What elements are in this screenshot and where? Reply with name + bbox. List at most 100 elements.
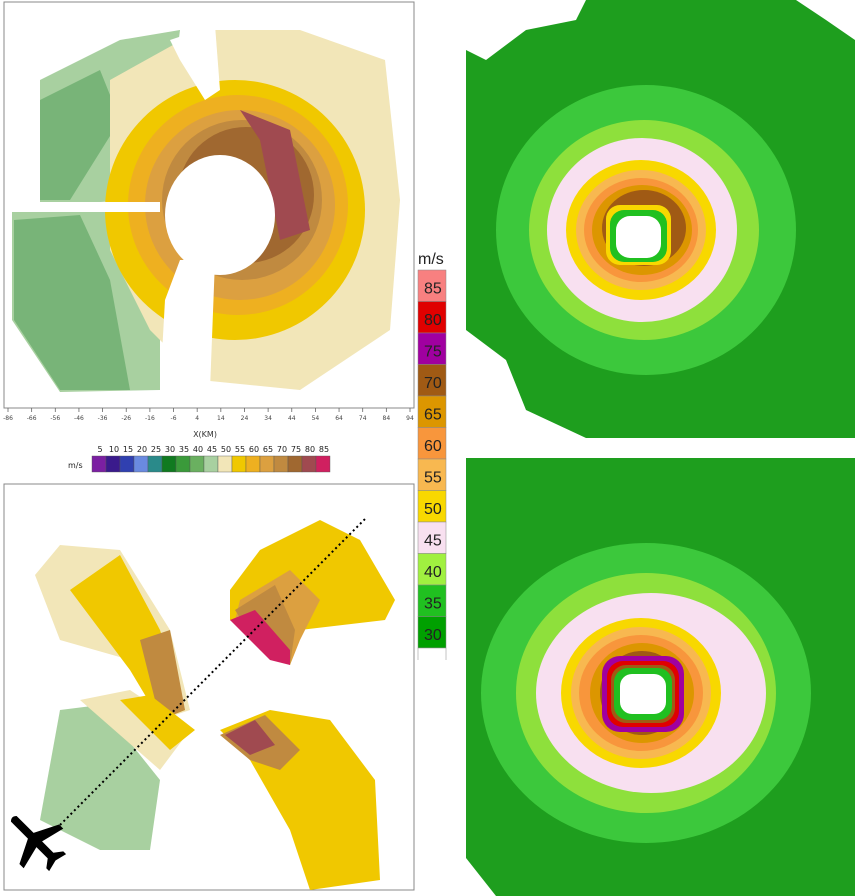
top-right-panel — [466, 0, 855, 438]
tl-gap-top — [170, 25, 220, 100]
small-colorbar: 5 10 15 20 25 30 35 40 45 50 55 60 65 70 75 80 85 — [91, 445, 331, 473]
tl-max-patch — [240, 110, 310, 240]
bl-lobe-se-max — [225, 720, 275, 755]
tl-x-tick-label: -46 — [74, 415, 84, 422]
tl-x-tick-label: -56 — [50, 415, 60, 422]
big-colorbar-swatch — [417, 395, 447, 428]
tl-x-axis-title: X(KM) — [193, 430, 217, 439]
tr-eye — [616, 216, 661, 258]
big-colorbar-swatch — [417, 616, 447, 649]
big-colorbar-label: 65 — [424, 407, 442, 424]
big-colorbar-label: 30 — [424, 627, 442, 644]
top-left-panel: -86 -66 -56 -46 -36 -26 -16 -6 4 14 24 34 44 54 64 74 84… — [0, 0, 420, 480]
tl-eye — [165, 155, 275, 275]
tl-x-tick-label: 54 — [312, 415, 320, 422]
tl-x-tick-label: 74 — [359, 415, 367, 422]
bl-lobe-sw-tan — [80, 690, 190, 770]
small-colorbar-label: 50 — [221, 445, 231, 454]
small-colorbar-swatch — [105, 455, 121, 473]
small-colorbar-label: 65 — [263, 445, 273, 454]
small-colorbar-swatch — [189, 455, 205, 473]
big-colorbar-label: 85 — [424, 281, 442, 298]
bottom-right-panel — [466, 458, 855, 896]
small-colorbar-swatch — [301, 455, 317, 473]
small-colorbar-label: 45 — [207, 445, 217, 454]
br-eye — [620, 674, 666, 714]
small-colorbar-label: 55 — [235, 445, 245, 454]
tl-gap-horizontal — [10, 202, 160, 212]
small-colorbar-label: 75 — [291, 445, 301, 454]
bottom-left-panel — [0, 480, 420, 896]
bl-lobe-ne-max — [230, 610, 290, 665]
big-colorbar-label: 50 — [424, 501, 442, 518]
tl-x-tick-label: -36 — [98, 415, 108, 422]
big-colorbar-label: 45 — [424, 533, 442, 550]
big-colorbar-label: 35 — [424, 596, 442, 613]
small-colorbar-swatch — [273, 455, 289, 473]
tl-x-tick-label: 84 — [383, 415, 391, 422]
small-colorbar-label: 40 — [193, 445, 203, 454]
small-colorbar-swatch — [287, 455, 303, 473]
small-colorbar-label: 70 — [277, 445, 287, 454]
small-colorbar-label: 30 — [165, 445, 175, 454]
big-colorbar-swatch — [417, 458, 447, 491]
tl-x-tick-label: -86 — [3, 415, 13, 422]
top-left-plot: -86 -66 -56 -46 -36 -26 -16 -6 4 14 24 34 44 54 64 74 84… — [3, 1, 415, 473]
small-colorbar-label: 20 — [137, 445, 147, 454]
big-colorbar-swatch — [417, 427, 447, 460]
small-colorbar-label: 5 — [97, 445, 102, 454]
big-colorbar-label: 80 — [424, 312, 442, 329]
big-colorbar-swatch — [417, 553, 447, 586]
big-colorbar-label: 40 — [424, 564, 442, 581]
tl-x-tick-label: 64 — [335, 415, 343, 422]
big-colorbar-label: 70 — [424, 375, 442, 392]
bl-lobe-sw-yellow — [120, 695, 195, 750]
top-right-plot — [466, 0, 855, 438]
tl-x-tick-label: -26 — [121, 415, 131, 422]
big-colorbar-label: 55 — [424, 470, 442, 487]
small-colorbar-swatch — [217, 455, 233, 473]
tl-gap-bottom — [160, 260, 215, 390]
small-colorbar-swatch — [175, 455, 191, 473]
big-colorbar-units: m/s — [418, 251, 444, 268]
bottom-right-plot — [466, 458, 855, 896]
tl-x-tick-label: 4 — [195, 415, 199, 422]
tl-x-tick-label: -66 — [27, 415, 37, 422]
tl-green-left-lower-dark — [14, 215, 130, 390]
small-colorbar-label: 35 — [179, 445, 189, 454]
small-colorbar-swatch — [231, 455, 247, 473]
br-white-edge-bottom — [466, 858, 496, 896]
big-colorbar-swatch — [417, 301, 447, 334]
small-colorbar-label: 60 — [249, 445, 259, 454]
big-colorbar-panel: m/s 85 80 75 70 65 60 55 50 45 40 35 30 — [410, 240, 470, 660]
small-colorbar-swatch — [133, 455, 149, 473]
tr-white-edge-bottom — [466, 330, 586, 438]
small-colorbar-label: 15 — [123, 445, 133, 454]
tl-x-tick-label: 44 — [288, 415, 296, 422]
big-colorbar-label: 75 — [424, 344, 442, 361]
tl-x-tick-label: 14 — [217, 415, 225, 422]
small-colorbar-swatch — [147, 455, 163, 473]
tl-green-left-upper-dark — [40, 70, 120, 200]
tl-x-tick-label: 34 — [264, 415, 272, 422]
tl-x-tick-label: -6 — [171, 415, 177, 422]
bl-lobe-nw-brown — [140, 630, 185, 720]
tl-x-ticks: -86 -66 -56 -46 -36 -26 -16 -6 4 14 24 34 44 54 64 74 84… — [3, 408, 414, 422]
small-colorbar-units: m/s — [68, 461, 83, 470]
big-colorbar-swatch — [417, 647, 447, 660]
big-colorbar-swatch — [417, 364, 447, 397]
small-colorbar-swatch — [119, 455, 135, 473]
tl-x-tick-label: 94 — [406, 415, 414, 422]
tl-x-tick-label: -16 — [145, 415, 155, 422]
small-colorbar-swatch — [259, 455, 275, 473]
small-colorbar-label: 10 — [109, 445, 119, 454]
small-colorbar-label: 80 — [305, 445, 315, 454]
small-colorbar-label: 85 — [319, 445, 329, 454]
small-colorbar-swatch — [203, 455, 219, 473]
big-colorbar: m/s 85 80 75 70 65 60 55 50 45 40 35 30 — [417, 251, 447, 660]
aircraft-icon — [10, 815, 67, 872]
small-colorbar-label: 25 — [151, 445, 161, 454]
small-colorbar-swatch — [315, 455, 331, 473]
small-colorbar-swatch — [91, 455, 107, 473]
tl-x-tick-label: 24 — [241, 415, 249, 422]
